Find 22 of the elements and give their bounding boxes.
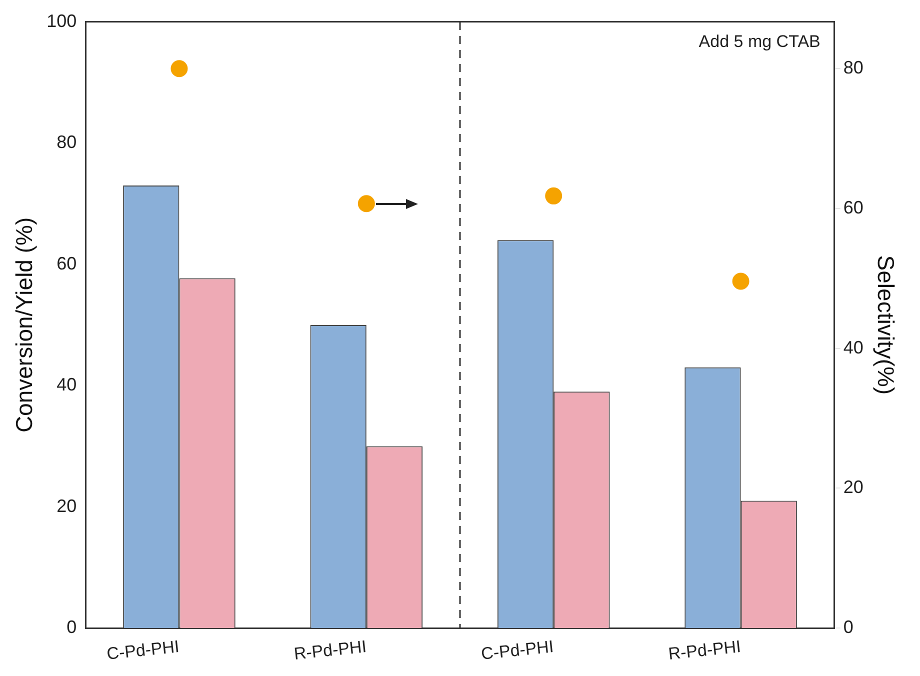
y-tick-label: 60: [56, 253, 77, 274]
y-tick-label: 20: [56, 496, 77, 516]
annotation: Add 5 mg CTAB: [698, 32, 820, 51]
y2-tick-label: 60: [843, 197, 864, 218]
y-tick-label: 100: [46, 10, 77, 31]
y-tick-label: 0: [66, 617, 77, 638]
y2-tick-label: 80: [843, 58, 864, 78]
point: [732, 272, 750, 290]
point: [545, 187, 562, 204]
y-tick-label: 40: [56, 374, 77, 395]
x-tick-label: R-Pd-PHI: [293, 636, 368, 664]
x-tick-label: C-Pd-PHI: [480, 636, 555, 664]
x-tick-label: C-Pd-PHI: [106, 636, 180, 664]
y2-tick-label: 0: [843, 617, 854, 638]
y-axis-title: Conversion/Yield (%): [11, 217, 38, 433]
y2-tick-label: 40: [843, 337, 864, 358]
x-tick-label: R-Pd-PHI: [667, 636, 742, 664]
y2-tick-label: 20: [843, 477, 864, 498]
point: [358, 195, 375, 212]
point: [170, 60, 188, 78]
y-tick-label: 80: [56, 132, 77, 152]
y2-axis-title: Selectivity(%): [872, 255, 899, 395]
